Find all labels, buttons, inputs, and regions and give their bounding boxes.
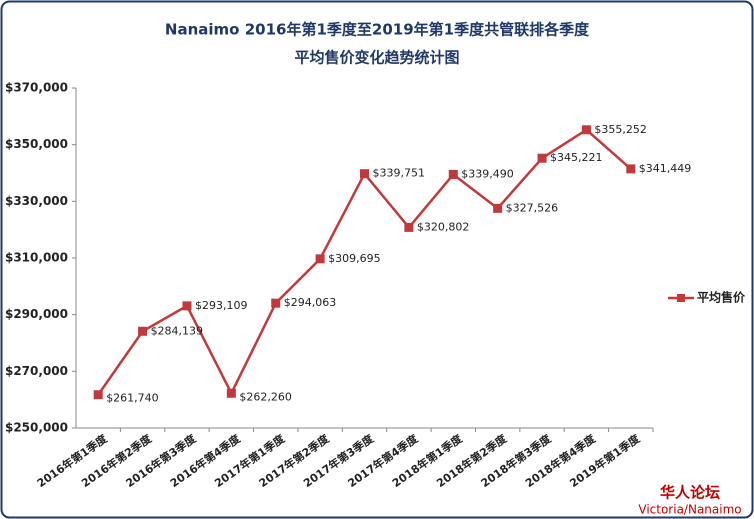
y-tick-label: $310,000	[5, 251, 68, 265]
point	[404, 222, 414, 232]
value-label: $262,260	[239, 390, 292, 403]
value-label: $355,252	[594, 123, 647, 136]
value-label: $327,526	[506, 201, 558, 214]
y-tick-label: $250,000	[5, 421, 68, 435]
point	[315, 254, 325, 264]
chart-subtitle: 平均售价变化趋势统计图	[294, 49, 459, 67]
point	[537, 153, 547, 163]
y-tick-label: $350,000	[5, 137, 68, 151]
value-label: $284,139	[151, 324, 204, 337]
source-region: Victoria/Nanaimo	[638, 503, 741, 517]
y-tick-label: $370,000	[5, 81, 68, 95]
value-label: $294,063	[284, 296, 337, 309]
chart-title: Nanaimo 2016年第1季度至2019年第1季度共管联排各季度	[165, 21, 590, 39]
value-label: $345,221	[550, 151, 603, 164]
legend-label: 平均售价	[697, 290, 746, 305]
value-label: $293,109	[195, 299, 248, 312]
value-label: $339,751	[373, 167, 426, 180]
point	[493, 203, 503, 213]
point	[271, 298, 281, 308]
value-label: $341,449	[639, 162, 692, 175]
legend-marker	[677, 294, 685, 302]
point	[448, 169, 458, 179]
point	[581, 125, 591, 135]
source-site: 华人论坛	[660, 484, 720, 502]
y-tick-label: $270,000	[5, 364, 68, 378]
point	[138, 326, 148, 336]
point	[182, 301, 192, 311]
value-label: $339,490	[461, 167, 514, 180]
y-tick-label: $330,000	[5, 194, 68, 208]
value-label: $320,802	[417, 220, 470, 233]
point	[360, 169, 369, 179]
y-tick-label: $290,000	[5, 307, 68, 321]
point	[626, 164, 636, 174]
point	[93, 390, 103, 400]
value-label: $261,740	[106, 392, 159, 405]
value-label: $309,695	[328, 252, 381, 265]
point	[226, 388, 236, 398]
